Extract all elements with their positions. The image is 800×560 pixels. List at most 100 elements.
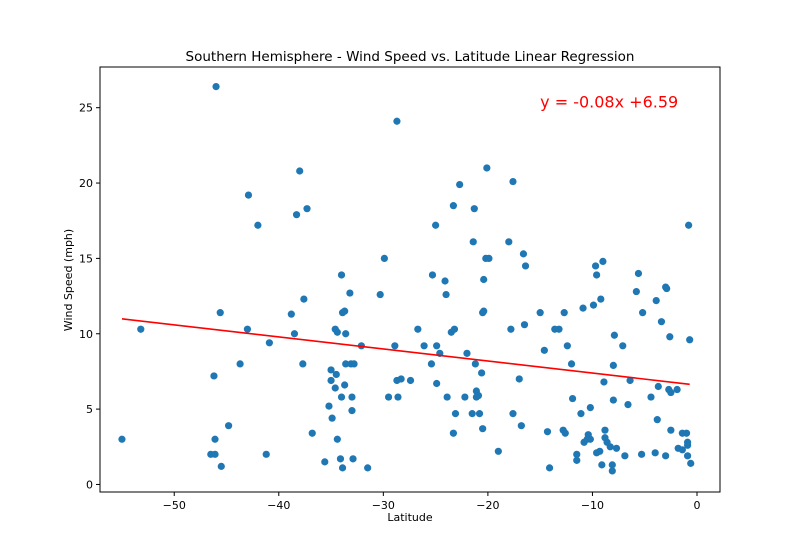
data-point bbox=[637, 450, 646, 458]
data-point bbox=[652, 297, 660, 305]
data-point bbox=[376, 290, 384, 299]
regression-line bbox=[121, 318, 690, 386]
data-point bbox=[287, 310, 295, 318]
data-point bbox=[296, 167, 304, 175]
data-point bbox=[468, 410, 476, 418]
data-point bbox=[475, 410, 484, 418]
data-point bbox=[243, 325, 252, 333]
data-point bbox=[598, 461, 606, 469]
y-tick-label: 25 bbox=[79, 102, 93, 115]
data-point bbox=[471, 360, 479, 368]
data-point bbox=[211, 435, 219, 443]
y-tick-label: 0 bbox=[86, 478, 93, 491]
data-point bbox=[673, 385, 681, 394]
axes-frame bbox=[99, 66, 721, 493]
data-point bbox=[211, 450, 219, 458]
y-tick-label: 20 bbox=[79, 177, 93, 190]
y-tick-label: 10 bbox=[79, 328, 93, 341]
data-point bbox=[337, 271, 346, 279]
data-point bbox=[662, 452, 670, 460]
data-point bbox=[299, 360, 307, 368]
data-point bbox=[555, 325, 563, 333]
data-point bbox=[265, 339, 273, 347]
data-point bbox=[380, 254, 388, 262]
data-point bbox=[341, 307, 349, 315]
data-point bbox=[432, 221, 440, 229]
y-tick-label: 5 bbox=[86, 403, 93, 416]
data-point bbox=[639, 309, 647, 317]
data-point bbox=[561, 429, 569, 437]
data-point bbox=[479, 425, 487, 433]
data-point bbox=[608, 461, 616, 469]
data-point bbox=[321, 458, 329, 466]
data-point bbox=[391, 342, 399, 350]
data-point bbox=[591, 262, 600, 270]
data-point bbox=[540, 346, 548, 354]
data-point bbox=[442, 290, 450, 299]
data-point bbox=[626, 376, 634, 385]
x-tick-label: −20 bbox=[476, 499, 499, 512]
data-point bbox=[364, 464, 372, 472]
data-point bbox=[427, 360, 436, 368]
data-point bbox=[624, 400, 632, 409]
data-point bbox=[336, 455, 345, 463]
data-point bbox=[338, 464, 347, 472]
data-point bbox=[601, 426, 609, 434]
x-tick-label: −40 bbox=[267, 499, 290, 512]
data-point bbox=[449, 429, 457, 437]
data-point bbox=[685, 221, 693, 229]
data-point bbox=[333, 435, 341, 443]
x-tick-label: −10 bbox=[581, 499, 604, 512]
regression-equation: y = -0.08x +6.59 bbox=[540, 93, 678, 112]
data-point bbox=[393, 117, 401, 125]
data-point bbox=[449, 202, 457, 210]
data-point bbox=[632, 287, 640, 296]
data-point bbox=[414, 325, 422, 333]
data-point bbox=[683, 452, 692, 460]
data-point bbox=[521, 262, 530, 270]
data-point bbox=[597, 295, 605, 303]
data-point bbox=[579, 304, 587, 312]
data-point bbox=[433, 379, 441, 388]
x-tick-label: −50 bbox=[163, 499, 186, 512]
data-point bbox=[545, 464, 554, 472]
data-point bbox=[577, 410, 585, 418]
data-point bbox=[300, 295, 308, 303]
data-point bbox=[599, 257, 607, 266]
data-point bbox=[519, 250, 528, 258]
data-point bbox=[568, 394, 577, 403]
data-point bbox=[216, 309, 224, 317]
data-point bbox=[654, 382, 662, 391]
data-point bbox=[308, 429, 316, 437]
data-point bbox=[653, 416, 661, 424]
data-point bbox=[606, 443, 614, 451]
data-point bbox=[327, 376, 335, 385]
chart-title: Southern Hemisphere - Wind Speed vs. Lat… bbox=[186, 49, 635, 65]
data-point bbox=[563, 342, 571, 350]
data-point bbox=[337, 393, 346, 401]
data-point bbox=[325, 402, 333, 410]
data-point bbox=[236, 360, 244, 368]
data-point bbox=[686, 336, 694, 344]
data-point bbox=[663, 284, 671, 293]
data-point bbox=[290, 330, 299, 338]
data-point bbox=[612, 444, 621, 452]
data-point bbox=[682, 429, 691, 437]
data-point bbox=[687, 459, 695, 467]
data-point bbox=[683, 441, 692, 449]
x-tick-label: 0 bbox=[693, 499, 700, 512]
data-point bbox=[474, 391, 483, 400]
data-point bbox=[647, 393, 655, 401]
data-point bbox=[327, 366, 335, 374]
data-point bbox=[609, 361, 617, 369]
data-point bbox=[262, 450, 270, 458]
data-point bbox=[384, 393, 393, 401]
data-point bbox=[515, 375, 523, 383]
data-point bbox=[651, 449, 659, 457]
data-point bbox=[509, 410, 517, 418]
data-point bbox=[517, 422, 525, 430]
data-point bbox=[494, 447, 502, 455]
data-point bbox=[331, 384, 339, 392]
x-tick-label: −30 bbox=[372, 499, 395, 512]
